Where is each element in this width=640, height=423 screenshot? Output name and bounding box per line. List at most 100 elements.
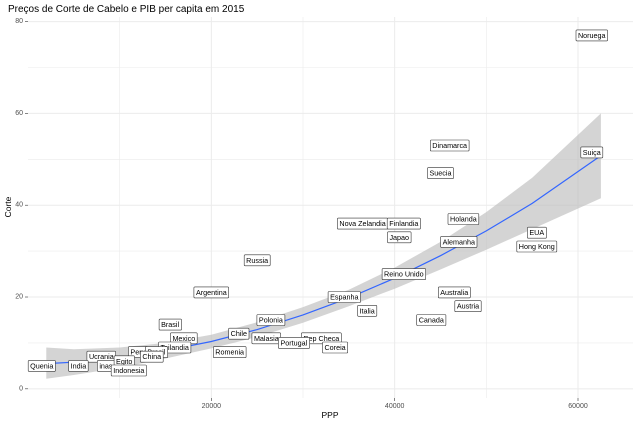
point-label: Coreia — [322, 341, 349, 354]
point-label-text: Egito — [116, 357, 132, 366]
point-label: India — [68, 360, 89, 372]
point-label-text: India — [71, 361, 87, 370]
point-label: Noruega — [575, 29, 608, 42]
label-box — [527, 226, 547, 239]
label-box — [278, 337, 310, 349]
label-box — [27, 360, 56, 372]
point-label-text: Holanda — [450, 214, 477, 223]
point-label: Canada — [416, 314, 447, 326]
point-label: Brasil — [158, 318, 182, 331]
y-tick-label: 20 — [15, 294, 23, 301]
x-axis-ticks: 20000 40000 60000 — [202, 398, 588, 410]
label-box — [416, 314, 447, 326]
point-label-text: Quenia — [30, 361, 53, 370]
label-box — [158, 318, 182, 331]
label-box — [386, 217, 421, 230]
point-label-text: Italia — [360, 306, 375, 315]
point-label: Malasia — [251, 332, 281, 345]
label-box — [140, 350, 164, 363]
point-label: Finlandia — [386, 217, 421, 230]
point-label-text: Canada — [419, 315, 444, 324]
label-box — [437, 286, 471, 299]
point-label-text: Dinamarca — [432, 141, 467, 150]
label-box — [454, 300, 482, 313]
point-label: Chile — [228, 327, 250, 340]
point-label-text: EUA — [529, 228, 544, 237]
point-label-text: Malasia — [254, 334, 279, 343]
point-label-text: Japao — [389, 233, 409, 242]
label-box — [327, 291, 361, 303]
point-label-text: Polonia — [259, 315, 283, 324]
point-label: Portugal — [278, 337, 310, 349]
point-label: Polonia — [256, 314, 286, 326]
point-label: Japao — [387, 231, 412, 244]
point-label: Romenia — [213, 346, 247, 358]
label-box — [357, 304, 378, 317]
point-label: Indonesia — [110, 364, 147, 377]
label-box — [213, 346, 247, 358]
point-label-text: Nova Zelandia — [339, 219, 385, 228]
point-label: Holanda — [447, 213, 480, 225]
point-label-text: Indonesia — [113, 366, 144, 375]
point-label-text: Tailandia — [160, 343, 188, 352]
x-axis-title: PPP — [321, 410, 338, 420]
label-box — [322, 341, 349, 354]
point-label-text: inas — [99, 361, 113, 370]
point-label: Austria — [454, 300, 482, 313]
point-label-text: Alemanha — [443, 237, 475, 246]
point-label-text: Reino Unido — [384, 270, 424, 279]
label-box — [440, 236, 478, 248]
point-label: Espanha — [327, 291, 361, 303]
label-box — [110, 364, 147, 377]
point-label-text: Suiça — [583, 148, 601, 157]
y-tick-label: 0 — [19, 385, 23, 392]
point-label: Suecia — [427, 167, 454, 179]
y-tick-label: 80 — [15, 18, 23, 25]
label-box — [387, 231, 412, 244]
point-label: Suiça — [580, 146, 604, 159]
label-box — [228, 327, 250, 340]
label-box — [447, 213, 480, 225]
label-box — [68, 360, 89, 372]
point-label: Nova Zelandia — [337, 217, 389, 230]
point-label-text: Peru — [130, 348, 145, 357]
point-label: Quenia — [27, 360, 56, 372]
chart-title: Preços de Corte de Cabelo e PIB per capi… — [8, 4, 245, 15]
y-tick-label: 60 — [15, 110, 23, 117]
point-label-text: Rep Checa — [303, 334, 339, 343]
point-label-text: Portugal — [280, 338, 307, 347]
label-box — [429, 139, 470, 152]
point-label: Alemanha — [440, 236, 478, 248]
point-label: China — [140, 350, 164, 363]
point-label-text: Russia — [246, 256, 268, 265]
point-label-text: Argentina — [196, 288, 227, 297]
point-label: Australia — [437, 286, 471, 299]
point-label-text: Ucrania — [89, 352, 114, 361]
point-label: Hong Kong — [516, 240, 558, 253]
point-label-text: Coreia — [324, 343, 345, 352]
point-label-text: Noruega — [578, 31, 606, 40]
point-label: Italia — [357, 304, 378, 317]
point-label-text: Australia — [440, 288, 468, 297]
point-label-text: Finlandia — [389, 219, 418, 228]
x-tick-label: 20000 — [202, 403, 222, 410]
x-tick-label: 60000 — [568, 403, 588, 410]
point-label-text: Suecia — [430, 169, 452, 178]
point-label-text: Chile — [231, 329, 247, 338]
point-label: Reino Unido — [381, 268, 427, 280]
label-box — [193, 286, 229, 299]
point-labels: Noruega Suiça Dinamarca Suecia Holanda EUA Hon… — [27, 29, 608, 377]
label-box — [580, 146, 604, 159]
point-label: EUA — [527, 226, 547, 239]
label-box — [427, 167, 454, 179]
point-label-text: Brasil — [161, 320, 179, 329]
point-label-text: Austria — [457, 302, 479, 311]
point-label-text: China — [142, 352, 161, 361]
grid-lines — [28, 17, 633, 398]
point-label: inas — [97, 360, 116, 372]
point-label: Argentina — [193, 286, 229, 299]
y-axis-title: Corte — [3, 196, 13, 217]
label-box — [243, 254, 271, 267]
